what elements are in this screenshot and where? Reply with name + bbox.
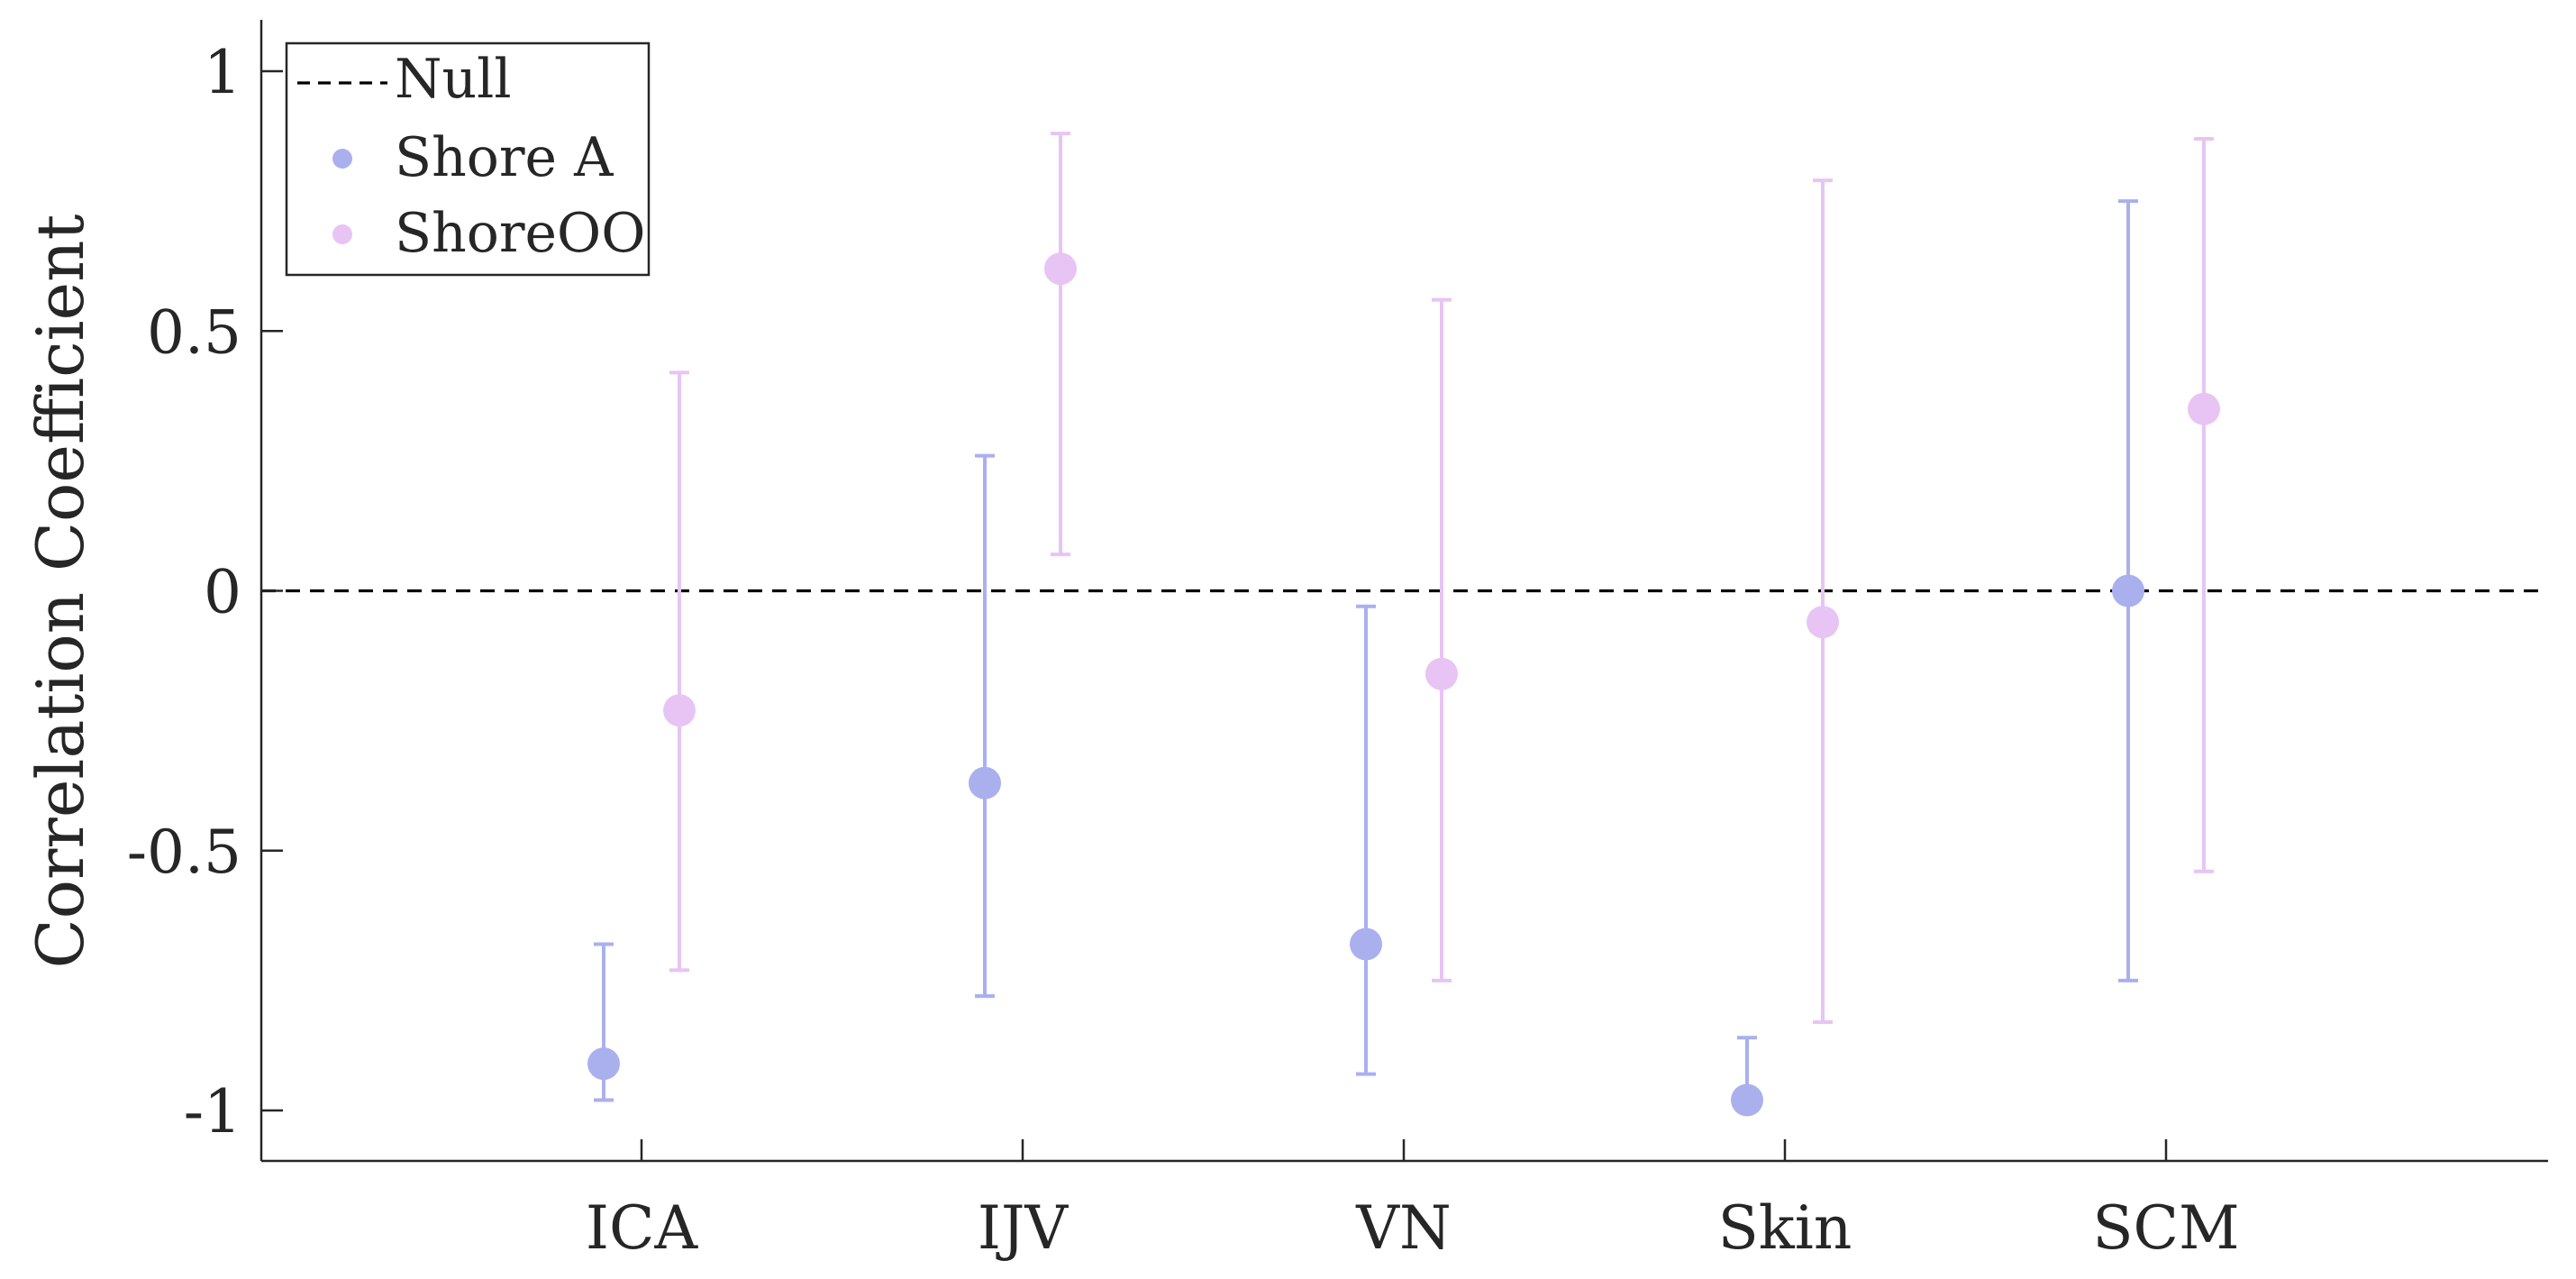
point-shore-a-ica (587, 1047, 620, 1081)
legend: Null Shore A ShoreOO (285, 41, 651, 277)
x-tick-label-vn: VN (1355, 1193, 1451, 1263)
point-shoreoo-skin (1807, 606, 1839, 639)
point-shore-a-scm (2112, 574, 2144, 608)
y-tick-label: 0 (204, 558, 241, 627)
point-shore-a-vn (1350, 927, 1382, 961)
axes: -1 -0.5 0 0.5 1 ICA IJV VN Skin SCM Correlation Co… (23, 20, 2548, 1263)
point-shore-a-ijv (969, 766, 1001, 799)
point-shoreoo-scm (2188, 392, 2220, 425)
legend-swatch-shoreoo (332, 224, 352, 244)
legend-label-shoreoo: ShoreOO (395, 202, 645, 265)
point-shore-a-skin (1731, 1083, 1763, 1117)
y-tick-label: 1 (204, 38, 241, 107)
point-shoreoo-ica (663, 694, 696, 727)
point-shoreoo-ijv (1044, 252, 1077, 286)
legend-swatch-shore-a (332, 149, 352, 169)
legend-label-null: Null (395, 48, 512, 111)
y-axis-label: Correlation Coefficient (23, 214, 98, 968)
x-tick-label-scm: SCM (2092, 1193, 2239, 1263)
y-tick-label: -0.5 (127, 818, 241, 887)
y-tick-label: 0.5 (147, 297, 241, 367)
y-tick-label: -1 (184, 1077, 241, 1147)
legend-label-shore-a: Shore A (395, 126, 614, 189)
plot-area (261, 132, 2548, 1117)
x-tick-label-skin: Skin (1718, 1193, 1852, 1263)
point-shoreoo-vn (1425, 657, 1458, 690)
x-tick-label-ica: ICA (586, 1193, 699, 1263)
x-tick-label-ijv: IJV (978, 1193, 1070, 1263)
